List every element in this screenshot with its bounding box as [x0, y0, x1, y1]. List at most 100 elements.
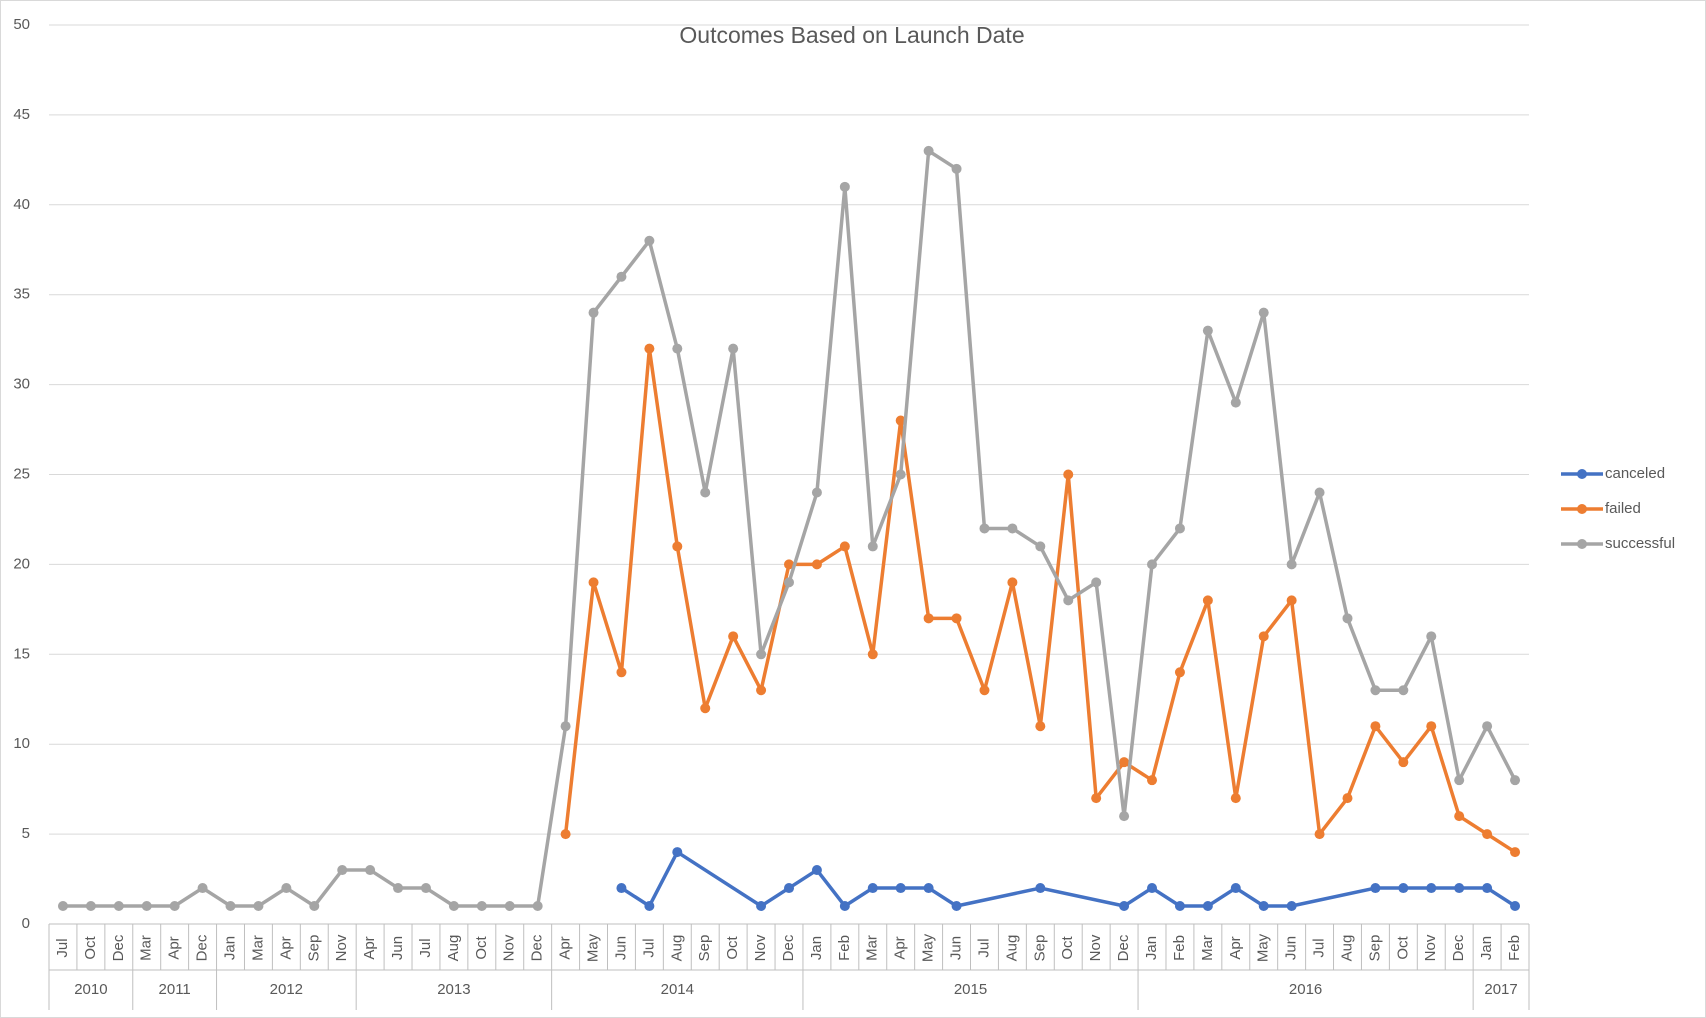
x-tick-label: Sep — [1031, 935, 1048, 962]
x-tick-label: May — [584, 933, 601, 962]
x-group-label: 2017 — [1484, 981, 1517, 998]
marker — [1426, 721, 1437, 732]
marker — [588, 307, 599, 318]
gap-connector — [1038, 886, 1126, 908]
x-tick-label: Jun — [948, 936, 965, 960]
y-tick-label: 15 — [13, 645, 30, 662]
marker — [1174, 667, 1185, 678]
marker — [1230, 883, 1241, 894]
legend-marker — [1577, 539, 1587, 549]
marker — [476, 901, 487, 912]
x-tick-label: Nov — [1087, 934, 1104, 961]
marker — [309, 901, 320, 912]
marker — [1035, 541, 1046, 552]
marker — [1007, 523, 1018, 534]
marker — [1286, 559, 1297, 570]
x-tick-label: Oct — [1059, 936, 1076, 960]
x-tick-label: Aug — [445, 935, 462, 962]
marker — [1035, 721, 1046, 732]
x-tick-label: Jun — [612, 936, 629, 960]
marker — [1258, 631, 1269, 642]
marker — [979, 685, 990, 696]
marker — [560, 721, 571, 732]
x-tick-label: Sep — [1366, 935, 1383, 962]
marker — [1398, 757, 1409, 768]
x-tick-label: Jul — [640, 938, 657, 957]
marker — [1398, 685, 1409, 696]
marker — [1119, 811, 1130, 822]
x-tick-label: Jan — [808, 936, 825, 960]
marker — [923, 883, 934, 894]
marker — [616, 667, 627, 678]
marker — [1482, 721, 1493, 732]
marker — [784, 559, 794, 570]
marker — [616, 883, 627, 894]
marker — [1258, 901, 1269, 912]
marker — [1454, 775, 1465, 786]
x-tick-label: Sep — [696, 935, 713, 962]
x-group-label: 2012 — [270, 981, 303, 998]
legend-label: failed — [1605, 500, 1641, 517]
marker — [644, 235, 655, 246]
y-tick-label: 5 — [22, 825, 30, 842]
marker — [448, 901, 459, 912]
x-tick-label: Jan — [1478, 936, 1495, 960]
marker — [1454, 883, 1465, 894]
marker — [811, 865, 822, 876]
marker — [588, 577, 599, 588]
marker — [979, 523, 990, 534]
x-tick-label: Apr — [892, 936, 909, 959]
marker — [1482, 883, 1493, 894]
x-tick-label: Apr — [277, 936, 294, 959]
marker — [197, 883, 208, 894]
x-tick-label: Dec — [1115, 934, 1132, 961]
x-tick-label: Nov — [752, 934, 769, 961]
marker — [756, 649, 767, 660]
marker — [1202, 901, 1213, 912]
gap-connector — [1289, 886, 1378, 908]
x-group-label: 2011 — [159, 981, 191, 998]
marker — [644, 343, 655, 354]
x-tick-label: Mar — [864, 935, 881, 961]
marker — [1398, 883, 1409, 894]
marker — [1174, 901, 1185, 912]
x-tick-label: Oct — [724, 936, 741, 960]
marker — [895, 415, 906, 426]
marker — [867, 883, 878, 894]
marker — [728, 343, 739, 354]
marker — [1314, 829, 1325, 840]
marker — [867, 541, 878, 552]
marker — [253, 901, 264, 912]
x-tick-label: Jan — [221, 936, 238, 960]
marker — [1510, 847, 1521, 858]
x-tick-label: Jun — [1283, 936, 1300, 960]
marker — [365, 865, 376, 876]
marker — [756, 685, 767, 696]
marker — [85, 901, 96, 912]
legend-label: canceled — [1605, 465, 1665, 482]
marker — [1258, 307, 1269, 318]
y-tick-label: 45 — [13, 106, 30, 123]
marker — [1063, 595, 1074, 606]
marker — [616, 271, 627, 282]
x-tick-label: Jul — [54, 938, 71, 957]
x-tick-label: Jul — [975, 938, 992, 957]
x-tick-label: Apr — [1227, 936, 1244, 959]
marker — [756, 901, 767, 912]
marker — [1426, 883, 1437, 894]
marker — [644, 901, 655, 912]
marker — [923, 145, 934, 156]
y-tick-label: 30 — [13, 376, 30, 393]
x-group-label: 2015 — [954, 981, 987, 998]
marker — [1035, 883, 1046, 894]
marker — [1454, 811, 1465, 822]
x-group-label: 2016 — [1289, 981, 1322, 998]
marker — [811, 487, 822, 498]
marker — [225, 901, 236, 912]
marker — [672, 541, 683, 552]
x-tick-label: Jul — [417, 938, 434, 957]
x-group-label: 2014 — [661, 981, 694, 998]
gap-connector — [954, 886, 1043, 908]
